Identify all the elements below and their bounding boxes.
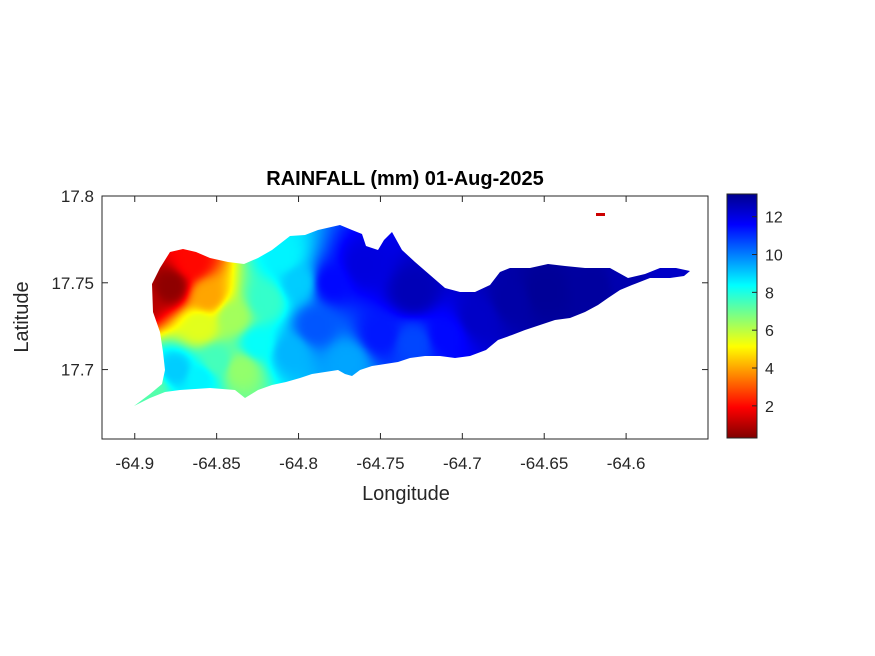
x-tick-label: -64.9	[115, 454, 154, 473]
y-axis-ticks: 17.7 17.75 17.8	[51, 187, 708, 380]
x-tick-label: -64.8	[279, 454, 318, 473]
colorbar-tick-label: 12	[765, 210, 783, 227]
x-tick-label: -64.75	[356, 454, 404, 473]
colorbar: 2 4 6 8 10 12	[726, 193, 783, 439]
colorbar-tick-label: 2	[765, 399, 774, 416]
x-tick-label: -64.65	[520, 454, 568, 473]
y-tick-label: 17.7	[61, 361, 94, 380]
x-axis-label: Longitude	[362, 483, 450, 505]
chart-title: RAINFALL (mm) 01-Aug-2025	[266, 168, 543, 190]
x-tick-label: -64.85	[193, 454, 241, 473]
islet-mark	[596, 213, 605, 216]
colorbar-tick-label: 8	[765, 285, 774, 302]
colorbar-tick-label: 4	[765, 361, 774, 378]
x-tick-label: -64.7	[443, 454, 482, 473]
colorbar-tick-label: 6	[765, 323, 774, 340]
axes-frame	[101, 195, 709, 440]
y-tick-label: 17.8	[61, 187, 94, 206]
y-axis-label: Latitude	[11, 281, 33, 352]
x-tick-label: -64.6	[607, 454, 646, 473]
colorbar-tick-label: 10	[765, 248, 783, 265]
colorbar-gradient	[726, 193, 758, 439]
y-tick-label: 17.75	[51, 274, 94, 293]
colorbar-ticks: 2 4 6 8 10 12	[752, 210, 783, 416]
x-axis-ticks: -64.9 -64.85 -64.8 -64.75 -64.7 -64.65 -64.6	[115, 196, 645, 473]
